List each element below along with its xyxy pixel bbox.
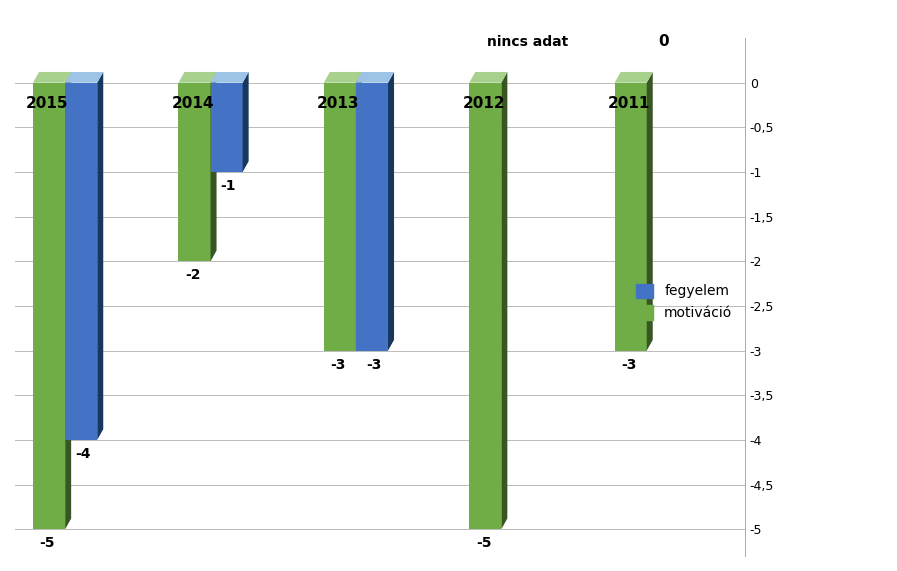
Bar <box>211 83 242 172</box>
Text: 2011: 2011 <box>608 96 650 111</box>
Text: 2012: 2012 <box>462 96 505 111</box>
Polygon shape <box>614 72 653 83</box>
Polygon shape <box>97 72 103 440</box>
Bar <box>65 83 97 440</box>
Polygon shape <box>501 72 508 529</box>
Text: -2: -2 <box>185 268 201 283</box>
Polygon shape <box>388 72 394 351</box>
Polygon shape <box>356 72 362 351</box>
Legend: fegyelem, motiváció: fegyelem, motiváció <box>631 278 738 325</box>
Polygon shape <box>65 72 71 529</box>
Text: 0: 0 <box>658 34 668 49</box>
Polygon shape <box>469 72 508 83</box>
Bar <box>33 83 65 529</box>
Bar <box>614 83 647 351</box>
Text: -3: -3 <box>331 358 346 372</box>
Text: 2013: 2013 <box>317 96 360 111</box>
Polygon shape <box>647 72 653 351</box>
Bar <box>179 83 211 262</box>
Bar <box>356 83 388 351</box>
Bar <box>469 83 501 529</box>
Text: 2015: 2015 <box>26 96 69 111</box>
Polygon shape <box>33 72 71 83</box>
Text: -3: -3 <box>622 358 637 372</box>
Polygon shape <box>65 72 103 83</box>
Text: -4: -4 <box>75 447 91 461</box>
Polygon shape <box>211 72 248 83</box>
Polygon shape <box>242 72 248 172</box>
Polygon shape <box>211 72 216 262</box>
Text: 2014: 2014 <box>171 96 214 111</box>
Polygon shape <box>356 72 394 83</box>
Text: -1: -1 <box>221 179 236 193</box>
Polygon shape <box>179 72 216 83</box>
Bar <box>324 83 356 351</box>
Text: nincs adat: nincs adat <box>487 35 569 49</box>
Text: -5: -5 <box>39 536 56 550</box>
Text: -3: -3 <box>366 358 381 372</box>
Text: -5: -5 <box>476 536 492 550</box>
Polygon shape <box>324 72 362 83</box>
